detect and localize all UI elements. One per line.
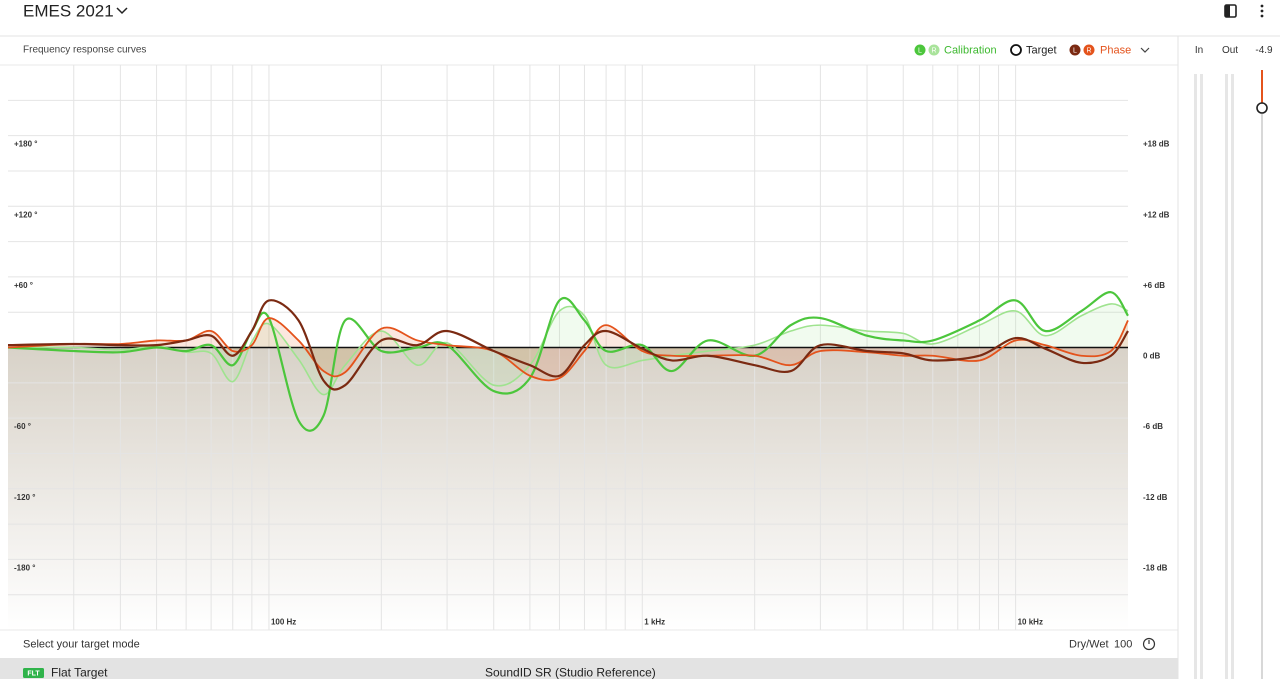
badge[interactable]: [914, 44, 926, 56]
chevron[interactable]: [1140, 47, 1150, 53]
legend-label[interactable]: Target: [1026, 44, 1057, 56]
in-label: In: [1195, 45, 1203, 56]
legend: L R Calibration Target L R Phase: [914, 44, 1150, 56]
y-tick-label: +18 dB: [1143, 140, 1170, 149]
y-tick-label: -18 dB: [1143, 563, 1168, 572]
dry-wet-label: Dry/Wet: [1069, 638, 1109, 650]
x-tick-label: 100 Hz: [271, 618, 296, 627]
mode-badge: [23, 668, 44, 678]
more-menu[interactable]: [1260, 4, 1264, 18]
dry-wet-knob[interactable]: [1142, 637, 1156, 651]
mode-name[interactable]: Flat Target: [51, 666, 108, 679]
series-area: [8, 318, 1128, 381]
x-tick-label: 10 kHz: [1018, 618, 1043, 627]
plot: 100 Hz 1 kHz 10 kHz +18 dB +12 dB +6 dB 0 dB -6…: [7, 65, 1170, 630]
series-line: [7, 299, 1129, 391]
series-line: [7, 303, 1129, 396]
badge[interactable]: [1083, 44, 1095, 56]
badge-text: R: [1086, 47, 1091, 54]
badge[interactable]: [1069, 44, 1081, 56]
chevron[interactable]: [116, 7, 128, 15]
y2-tick-label: -60 °: [14, 422, 31, 431]
y2-tick-label: +60 °: [14, 281, 33, 290]
y-tick-label: +6 dB: [1143, 281, 1165, 290]
y-tick-label: 0 dB: [1143, 352, 1161, 361]
legend-label[interactable]: Calibration: [944, 44, 997, 56]
gain-slider-knob[interactable]: [1256, 102, 1268, 114]
dry-wet-value[interactable]: 100: [1114, 638, 1132, 650]
badge[interactable]: [928, 44, 940, 56]
y2-tick-label: +180 °: [14, 140, 37, 149]
target-icon[interactable]: [1010, 44, 1022, 56]
target-mode-prompt: Select your target mode: [23, 638, 140, 650]
meters: [1194, 74, 1234, 679]
series-line: [7, 291, 1129, 432]
badge-text: R: [931, 47, 936, 54]
y2-tick-label: +120 °: [14, 210, 37, 219]
mode-row[interactable]: [0, 658, 1178, 679]
out-gain-value[interactable]: -4.9: [1255, 45, 1273, 56]
y2-tick-label: -180 °: [14, 563, 35, 572]
y-tick-label: -6 dB: [1143, 422, 1163, 431]
x-tick-label: 1 kHz: [644, 618, 665, 627]
mode-badge-text: FLT: [27, 670, 40, 677]
y2-tick-label: -120 °: [14, 493, 35, 502]
series-line: [7, 317, 1129, 382]
y-tick-label: -12 dB: [1143, 493, 1168, 502]
reference-name[interactable]: SoundID SR (Studio Reference): [485, 666, 656, 679]
panel-title: Frequency response curves: [23, 45, 146, 56]
y-tick-label: +12 dB: [1143, 210, 1170, 219]
series-area: [8, 303, 1128, 395]
badge-text: L: [1073, 47, 1077, 54]
legend-label[interactable]: Phase: [1100, 44, 1131, 56]
out-label: Out: [1222, 45, 1238, 56]
badge-text: L: [918, 47, 922, 54]
preset-title[interactable]: EMES 2021: [23, 1, 114, 20]
panel-toggle-fill: [1225, 5, 1230, 17]
